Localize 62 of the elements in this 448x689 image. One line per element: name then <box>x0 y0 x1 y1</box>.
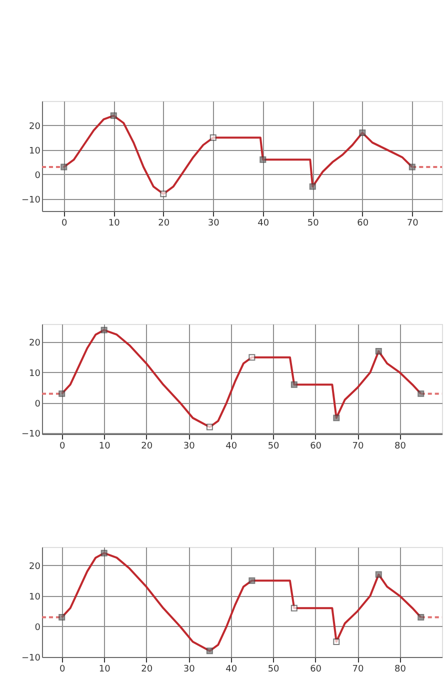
x-tick-label: 70 <box>406 218 419 228</box>
x-tick-label: 60 <box>357 218 369 228</box>
y-tick-label: −10 <box>22 195 41 206</box>
point <box>210 134 216 141</box>
x-tick-label: 30 <box>183 442 196 452</box>
point <box>248 577 256 584</box>
x-tick-label: 10 <box>98 664 111 674</box>
point <box>206 424 213 430</box>
point <box>418 614 424 621</box>
point <box>110 112 117 119</box>
y-tick-label: 10 <box>29 368 41 379</box>
point <box>418 390 424 397</box>
x-tick-label: 30 <box>208 218 220 228</box>
x-tick-label: 10 <box>108 218 120 228</box>
x-tick-label: 70 <box>352 442 364 452</box>
x-tick-label: 10 <box>98 442 111 452</box>
y-tick-label: 10 <box>29 592 41 602</box>
point <box>100 326 108 334</box>
point <box>359 130 366 136</box>
y-tick-label: 0 <box>34 622 41 633</box>
x-tick-label: 50 <box>307 218 320 228</box>
point <box>333 638 340 645</box>
x-tick-label: 30 <box>183 664 196 674</box>
point <box>60 164 68 170</box>
point <box>260 156 266 163</box>
x-tick-label: 60 <box>310 664 322 674</box>
point <box>333 414 340 422</box>
point <box>160 190 167 198</box>
point <box>408 164 416 170</box>
y-tick-label: 10 <box>29 146 41 156</box>
y-tick-label: 20 <box>29 122 41 132</box>
x-tick-label: 60 <box>310 442 322 452</box>
x-tick-label: 50 <box>268 442 280 452</box>
y-tick-label: 0 <box>34 170 41 181</box>
x-tick-label: 0 <box>59 664 66 674</box>
point <box>290 381 298 388</box>
x-tick-label: 80 <box>394 442 406 452</box>
x-tick-label: 70 <box>352 664 364 674</box>
y-tick-label: 20 <box>29 338 41 349</box>
x-tick-label: 50 <box>268 664 280 674</box>
y-tick-label: −10 <box>22 430 41 440</box>
point <box>375 571 382 578</box>
x-tick-label: 40 <box>226 664 238 674</box>
point <box>375 348 382 355</box>
x-tick-label: 20 <box>158 218 170 228</box>
x-tick-label: 0 <box>59 442 66 452</box>
x-tick-label: 40 <box>226 442 238 452</box>
y-tick-label: 0 <box>34 399 41 410</box>
point <box>58 390 66 397</box>
point <box>290 604 298 612</box>
point <box>309 183 316 190</box>
x-tick-label: 40 <box>258 218 270 228</box>
x-tick-label: 0 <box>62 218 68 228</box>
x-tick-label: 20 <box>141 442 153 452</box>
x-tick-label: 20 <box>141 664 153 674</box>
point <box>248 354 256 361</box>
x-tick-label: 80 <box>394 664 406 674</box>
point <box>58 614 66 621</box>
point <box>206 648 213 654</box>
y-tick-label: −10 <box>22 654 41 664</box>
y-tick-label: 20 <box>29 562 41 572</box>
point <box>100 550 108 556</box>
